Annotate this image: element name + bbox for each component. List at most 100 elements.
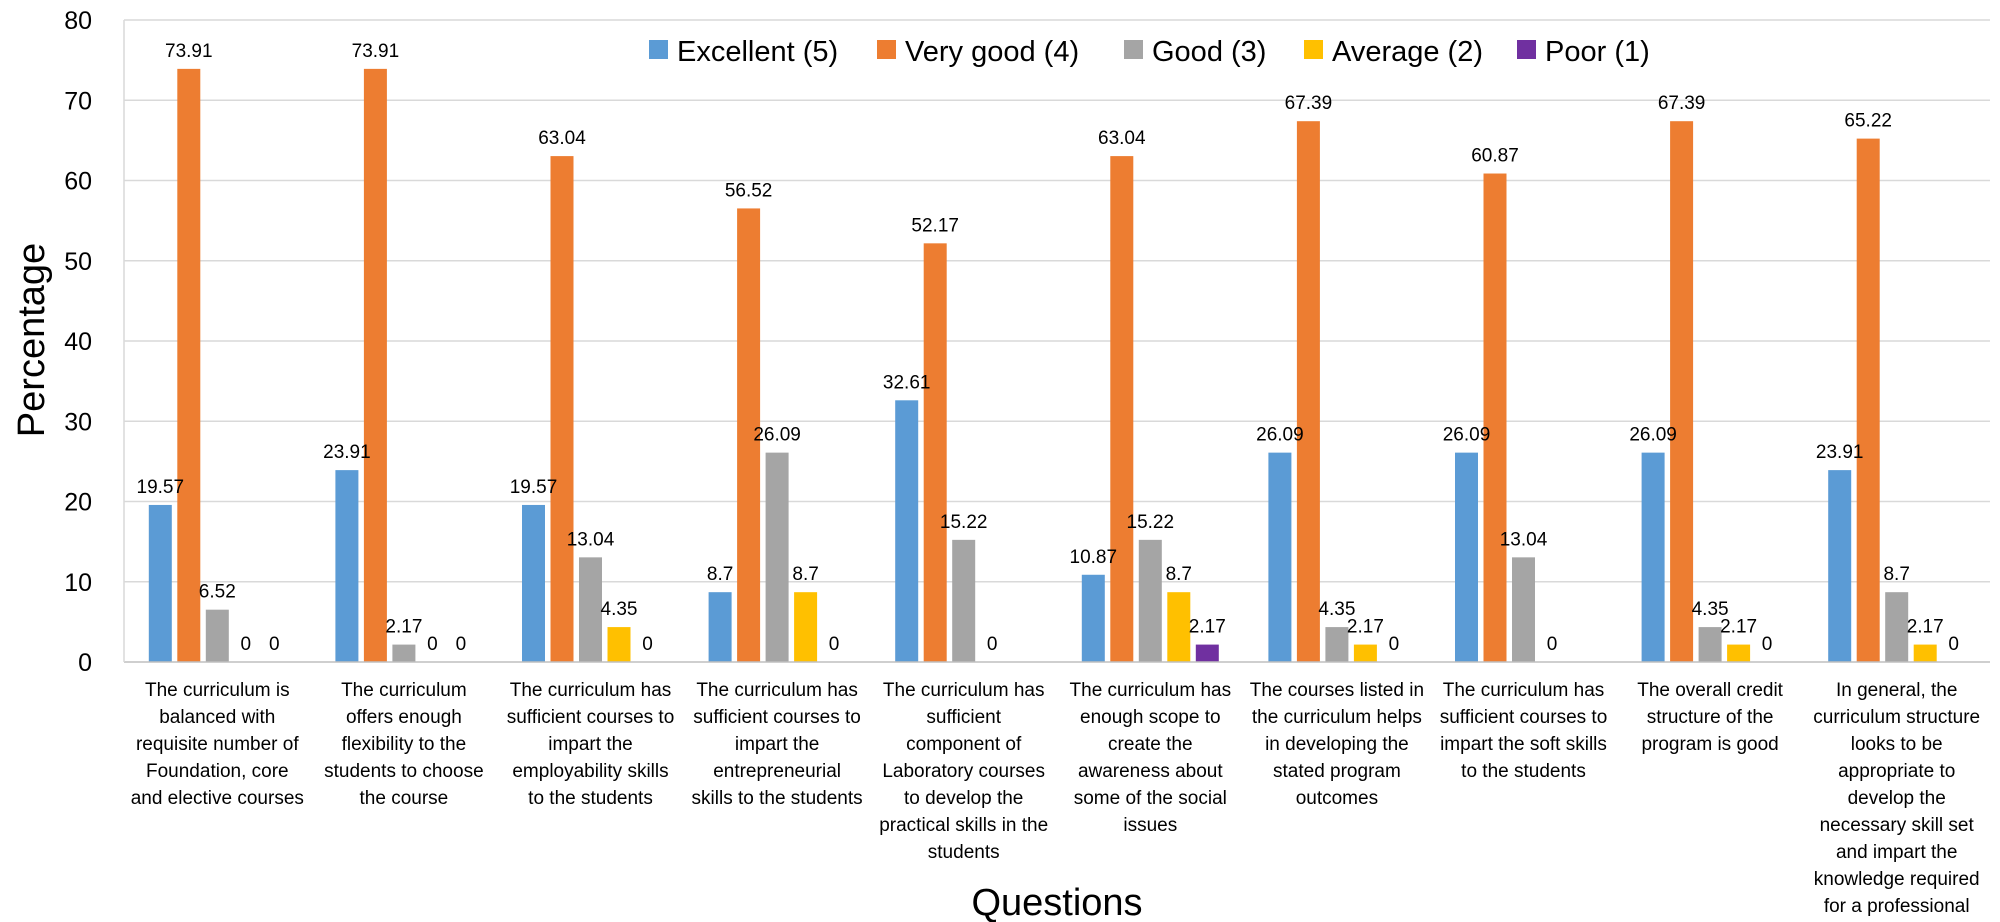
bar <box>205 609 229 662</box>
bar <box>1727 644 1751 662</box>
data-label: 0 <box>269 634 280 655</box>
data-label: 8.7 <box>707 564 733 585</box>
legend-swatch <box>877 40 896 59</box>
x-tick-label: The overall credit structure of the progra… <box>1637 680 1783 755</box>
bar <box>1296 121 1320 662</box>
legend-swatch <box>1517 40 1536 59</box>
data-label: 73.91 <box>165 41 213 62</box>
data-label: 0 <box>829 634 840 655</box>
bar <box>522 504 545 662</box>
data-label: 0 <box>1547 634 1558 655</box>
bar <box>1885 592 1909 662</box>
data-label: 19.57 <box>137 477 185 498</box>
bar <box>794 592 818 662</box>
data-label: 2.17 <box>1907 617 1944 638</box>
bar <box>148 504 172 662</box>
bars <box>148 68 1937 662</box>
data-label: 0 <box>1389 634 1400 655</box>
data-label: 15.22 <box>940 512 988 533</box>
data-label: 73.91 <box>352 41 400 62</box>
y-tick-label: 60 <box>64 168 92 196</box>
data-label: 2.17 <box>1189 617 1226 638</box>
bar <box>1325 627 1349 662</box>
data-label: 2.17 <box>1347 617 1384 638</box>
legend-swatch <box>649 40 668 59</box>
legend-label: Good (3) <box>1152 36 1266 68</box>
legend-item: Poor (1) <box>1517 36 1650 68</box>
bar <box>1670 121 1694 662</box>
bar <box>1856 138 1880 662</box>
bar <box>1483 173 1507 662</box>
data-label: 0 <box>427 634 438 655</box>
y-tick-label: 0 <box>78 649 92 677</box>
y-tick-label: 70 <box>64 87 92 115</box>
x-tick-label: The curriculum has enough scope to create … <box>1070 680 1232 836</box>
data-label: 67.39 <box>1658 93 1706 114</box>
data-label: 26.09 <box>1256 425 1304 446</box>
bar <box>1698 627 1722 662</box>
legend: Excellent (5) Very good (4) Good (3) Averag… <box>649 36 1650 68</box>
legend-label: Poor (1) <box>1545 36 1650 68</box>
data-label: 0 <box>1762 634 1773 655</box>
y-tick-label: 10 <box>64 569 92 597</box>
bar <box>1167 592 1191 662</box>
bar <box>335 470 359 662</box>
data-label: 8.7 <box>1883 564 1909 585</box>
data-label: 65.22 <box>1844 111 1892 132</box>
bar <box>607 627 631 662</box>
data-label: 63.04 <box>538 128 586 149</box>
bar <box>363 68 387 662</box>
bar <box>1138 539 1162 662</box>
x-tick-label: The curriculum offers enough flexibility t… <box>324 680 484 809</box>
legend-label: Very good (4) <box>905 36 1079 68</box>
x-tick-label: The curriculum has sufficient courses to i… <box>1440 680 1608 782</box>
bar <box>923 243 947 662</box>
data-label: 52.17 <box>911 215 959 236</box>
data-label: 4.35 <box>601 599 638 620</box>
data-label: 4.35 <box>1692 599 1729 620</box>
data-label: 19.57 <box>510 477 558 498</box>
y-axis-title: Percentage <box>11 243 53 437</box>
data-label: 23.91 <box>323 442 371 463</box>
bar <box>550 156 574 662</box>
data-label: 0 <box>1948 634 1959 655</box>
bar <box>895 400 919 662</box>
data-label: 13.04 <box>567 529 615 550</box>
data-label: 0 <box>987 634 998 655</box>
bar <box>392 644 416 662</box>
bar <box>1512 557 1535 662</box>
data-label: 63.04 <box>1098 128 1146 149</box>
y-tick-label: 80 <box>64 7 92 35</box>
data-label: 0 <box>456 634 467 655</box>
x-axis-categories: The curriculum is balanced with requisite … <box>131 680 1980 917</box>
bar <box>1110 156 1134 662</box>
data-label: 6.52 <box>199 582 236 603</box>
data-label: 13.04 <box>1500 529 1548 550</box>
data-label: 0 <box>241 634 252 655</box>
y-tick-label: 50 <box>64 248 92 276</box>
legend-swatch <box>1124 40 1143 59</box>
x-tick-label: The courses listed in the curriculum help… <box>1250 680 1424 809</box>
data-label: 0 <box>642 634 653 655</box>
data-label: 8.7 <box>792 564 818 585</box>
bar <box>579 557 602 662</box>
data-label: 10.87 <box>1070 547 1118 568</box>
legend-label: Average (2) <box>1332 36 1483 68</box>
y-axis-ticks: 0 10 20 30 40 50 60 70 80 <box>64 7 92 677</box>
x-tick-label: The curriculum has sufficient courses to i… <box>692 680 863 809</box>
data-label: 8.7 <box>1166 564 1192 585</box>
bar <box>1828 470 1852 662</box>
bar <box>1195 644 1219 662</box>
x-axis-title: Questions <box>971 882 1142 922</box>
bar <box>1641 452 1665 662</box>
data-label: 4.35 <box>1318 599 1355 620</box>
bar <box>1081 574 1105 662</box>
x-tick-label: In general, the curriculum structure looks… <box>1813 680 1980 917</box>
data-label: 23.91 <box>1816 442 1864 463</box>
x-tick-label: The curriculum has sufficient courses to i… <box>507 680 675 809</box>
data-label: 67.39 <box>1285 93 1333 114</box>
gridlines <box>124 19 1990 583</box>
legend-item: Excellent (5) <box>649 36 838 68</box>
